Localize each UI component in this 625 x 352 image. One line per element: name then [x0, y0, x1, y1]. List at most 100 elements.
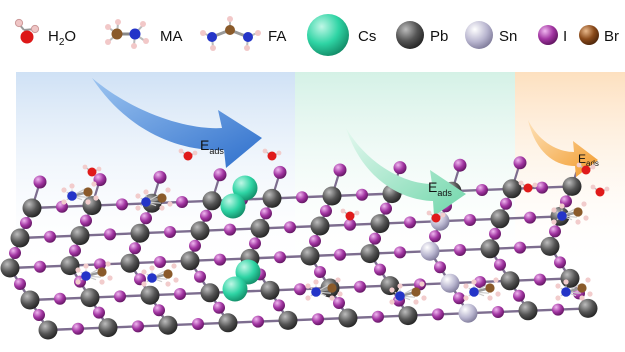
bond: [268, 289, 290, 322]
bond: [390, 166, 402, 195]
hydrogen-atom: [590, 184, 596, 190]
bond: [570, 159, 582, 188]
bond: [286, 316, 350, 322]
hydrogen-atom: [581, 201, 587, 207]
bond: [145, 201, 157, 207]
iodine-atom: [54, 292, 66, 305]
hydrogen-atom: [575, 219, 581, 225]
bond: [188, 259, 212, 294]
bond: [388, 282, 452, 287]
bond: [145, 201, 161, 204]
hydrogen-atom: [91, 181, 97, 187]
bond: [466, 309, 530, 315]
carbon-atom: [577, 283, 587, 293]
hydrogen-atom: [159, 205, 165, 211]
bond: [394, 295, 401, 301]
hydrogen-atom: [555, 283, 561, 289]
pb-atom: [518, 301, 538, 321]
bond: [68, 234, 82, 267]
bond: [91, 168, 100, 173]
bond: [468, 291, 475, 297]
pb-atom: [300, 246, 320, 266]
iodine-atom: [153, 304, 165, 317]
iodine-atom: [129, 242, 141, 255]
bond: [18, 234, 82, 240]
pb-atom: [0, 258, 20, 278]
bond: [148, 294, 170, 327]
hydrogen-atom: [604, 186, 610, 192]
legend-label-i: I: [563, 28, 567, 45]
hydrogen-atom: [576, 162, 582, 168]
iodine-atom: [116, 198, 128, 211]
hydrogen-atom: [305, 295, 311, 301]
iodine-atom: [314, 266, 326, 278]
hydrogen-atom: [165, 281, 171, 287]
pb-atom: [360, 244, 380, 264]
legend-item-i: I: [538, 25, 567, 45]
iodine-atom: [104, 228, 116, 241]
sn-atom: [440, 273, 460, 293]
bond: [248, 257, 272, 292]
bond: [472, 286, 492, 294]
panel-background-3: [515, 72, 625, 272]
nitrogen-atom: [67, 191, 77, 201]
bond: [346, 314, 410, 320]
oxygen-atom: [431, 213, 441, 223]
pb-atom: [540, 236, 560, 256]
pb-atom: [10, 228, 30, 248]
oxygen-atom: [595, 187, 605, 197]
bond: [548, 215, 562, 248]
hydrogen-atom: [585, 277, 591, 283]
sn-atom: [420, 241, 440, 261]
cs-atom: [222, 276, 248, 302]
iodine-atom: [224, 223, 236, 236]
bond: [564, 286, 584, 294]
bond: [450, 164, 462, 193]
bond: [138, 229, 202, 235]
bond: [151, 277, 163, 283]
adsorbed-molecules: [61, 148, 610, 305]
pb-atom: [20, 290, 40, 310]
iodine-atom: [432, 308, 444, 321]
bond: [548, 245, 572, 280]
iodine-atom: [132, 320, 144, 333]
bond: [310, 291, 317, 297]
pb-atom: [310, 216, 330, 236]
iodine-atom: [174, 288, 186, 300]
legend-item-ma: MA: [105, 19, 183, 49]
bond: [128, 259, 192, 265]
hydrogen-atom: [389, 287, 395, 293]
carbon-atom: [97, 267, 107, 277]
hydrogen-atom: [340, 208, 346, 214]
iodine-atom: [80, 214, 92, 227]
iodine-atom: [252, 315, 264, 328]
iodine-atom: [524, 211, 536, 224]
hydrogen-atom: [178, 148, 184, 154]
hydrogen-atom: [313, 279, 319, 285]
methylammonium-icon: [105, 19, 149, 49]
bond: [140, 201, 147, 207]
iodine-atom: [333, 163, 347, 177]
bond: [144, 196, 164, 204]
bond: [560, 210, 580, 218]
hydrogen-atom: [105, 261, 111, 267]
bond: [268, 286, 332, 292]
hydrogen-atom: [487, 295, 493, 301]
bond: [558, 185, 574, 218]
iodine-atom: [44, 230, 56, 243]
iodine-atom: [513, 289, 525, 302]
bond: [106, 324, 170, 329]
bond: [508, 277, 572, 282]
bond: [258, 197, 274, 230]
bond: [368, 222, 382, 255]
iodine-atom: [72, 322, 84, 335]
pb-atom: [322, 186, 342, 206]
bond: [565, 284, 580, 293]
iodine-atom: [154, 256, 166, 268]
bond: [561, 215, 573, 221]
iodine-atom: [404, 216, 416, 229]
hydrogen-atom: [440, 212, 446, 218]
pb-atom: [142, 193, 162, 213]
bond: [399, 288, 414, 297]
iodine-atom: [453, 292, 465, 305]
